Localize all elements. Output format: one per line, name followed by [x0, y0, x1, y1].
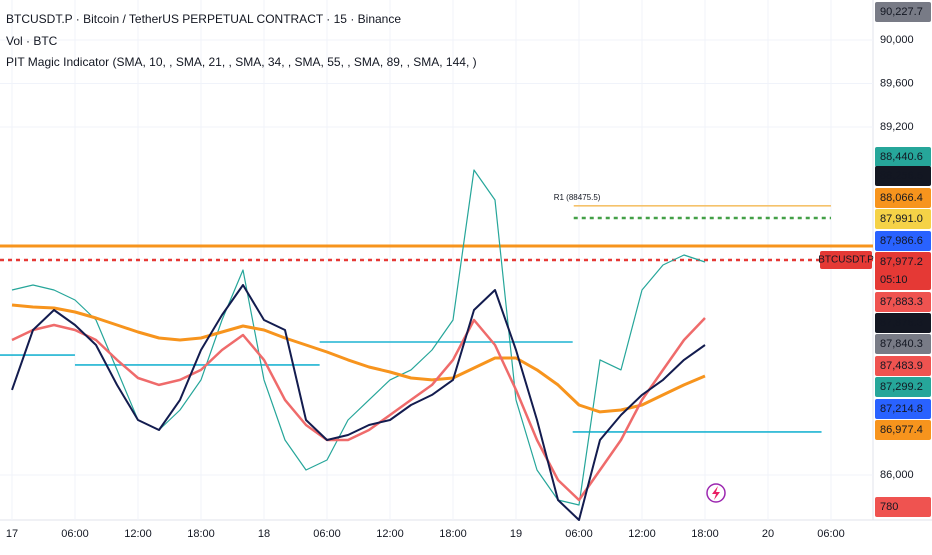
x-tick-label: 12:00: [376, 528, 404, 540]
x-tick-label: 17: [6, 528, 18, 540]
price-badge: [875, 497, 931, 517]
plot-area: [0, 0, 873, 521]
series-line: [11, 303, 706, 414]
y-tick-label: 89,600: [880, 77, 914, 89]
price-badge-label: 88,066.4: [880, 192, 923, 204]
price-badge-label: 87,840.3: [880, 338, 923, 350]
series-line: [11, 284, 706, 521]
symbol-tag-bg: [820, 250, 872, 269]
price-badge-label: 87,991.0: [880, 213, 923, 225]
x-tick-label: 12:00: [628, 528, 656, 540]
price-badge: [875, 147, 931, 167]
x-tick-label: 18:00: [691, 528, 719, 540]
price-badge: [875, 292, 931, 312]
price-badge: [875, 334, 931, 354]
price-badge-label: 90,227.7: [880, 6, 923, 18]
x-tick-label: 18:00: [439, 528, 467, 540]
indicator-legend[interactable]: PIT Magic Indicator (SMA, 10, , SMA, 21,…: [6, 55, 477, 69]
price-badge: [875, 231, 931, 251]
x-tick-label: 18: [258, 528, 270, 540]
price-badge-label: 86,977.4: [880, 424, 923, 436]
x-tick-label: 06:00: [61, 528, 89, 540]
y-tick-label: 89,200: [880, 121, 914, 133]
price-badge-label: 88,256.5: [880, 170, 923, 182]
x-tick-label: 06:00: [313, 528, 341, 540]
price-badge: [875, 420, 931, 440]
price-badge-label: 87,483.9: [880, 360, 923, 372]
price-badge: [875, 209, 931, 229]
price-badge-label: 87,986.6: [880, 235, 923, 247]
price-badge: [875, 377, 931, 397]
price-badge-label: 780: [880, 501, 898, 513]
x-tick-label: 06:00: [817, 528, 845, 540]
price-badge-label: 88,440.6: [880, 151, 923, 163]
symbol-tag: BTCUSDT.P: [818, 255, 874, 266]
series-line: [11, 317, 706, 502]
price-badge-label: 87,299.2: [880, 381, 923, 393]
y-tick-label: 90,000: [880, 34, 914, 46]
x-tick-label: 12:00: [124, 528, 152, 540]
series-line: [11, 169, 706, 506]
price-badge: [875, 399, 931, 419]
price-badge-label: 87,214.8: [880, 403, 923, 415]
price-badge: [875, 166, 931, 186]
price-badge: [875, 2, 931, 22]
lightning-icon[interactable]: [706, 483, 726, 503]
price-countdown: 05:10: [880, 274, 908, 286]
price-badge-label: 87,883.3: [880, 296, 923, 308]
x-tick-label: 18:00: [187, 528, 215, 540]
price-badge: [875, 313, 931, 333]
price-badge: [875, 356, 931, 376]
price-badge-label: 87,977.2: [880, 256, 923, 268]
x-tick-label: 06:00: [565, 528, 593, 540]
price-badge: [875, 188, 931, 208]
level-label: R1 (88475.5): [554, 193, 601, 202]
price-badge-label: 87,876.3: [880, 317, 923, 329]
x-tick-label: 19: [510, 528, 522, 540]
price-badge: [875, 252, 931, 290]
volume-legend[interactable]: Vol · BTC: [6, 34, 58, 48]
x-tick-label: 20: [762, 528, 774, 540]
y-tick-label: 86,000: [880, 469, 914, 481]
symbol-title[interactable]: BTCUSDT.P · Bitcoin / TetherUS PERPETUAL…: [6, 12, 401, 26]
